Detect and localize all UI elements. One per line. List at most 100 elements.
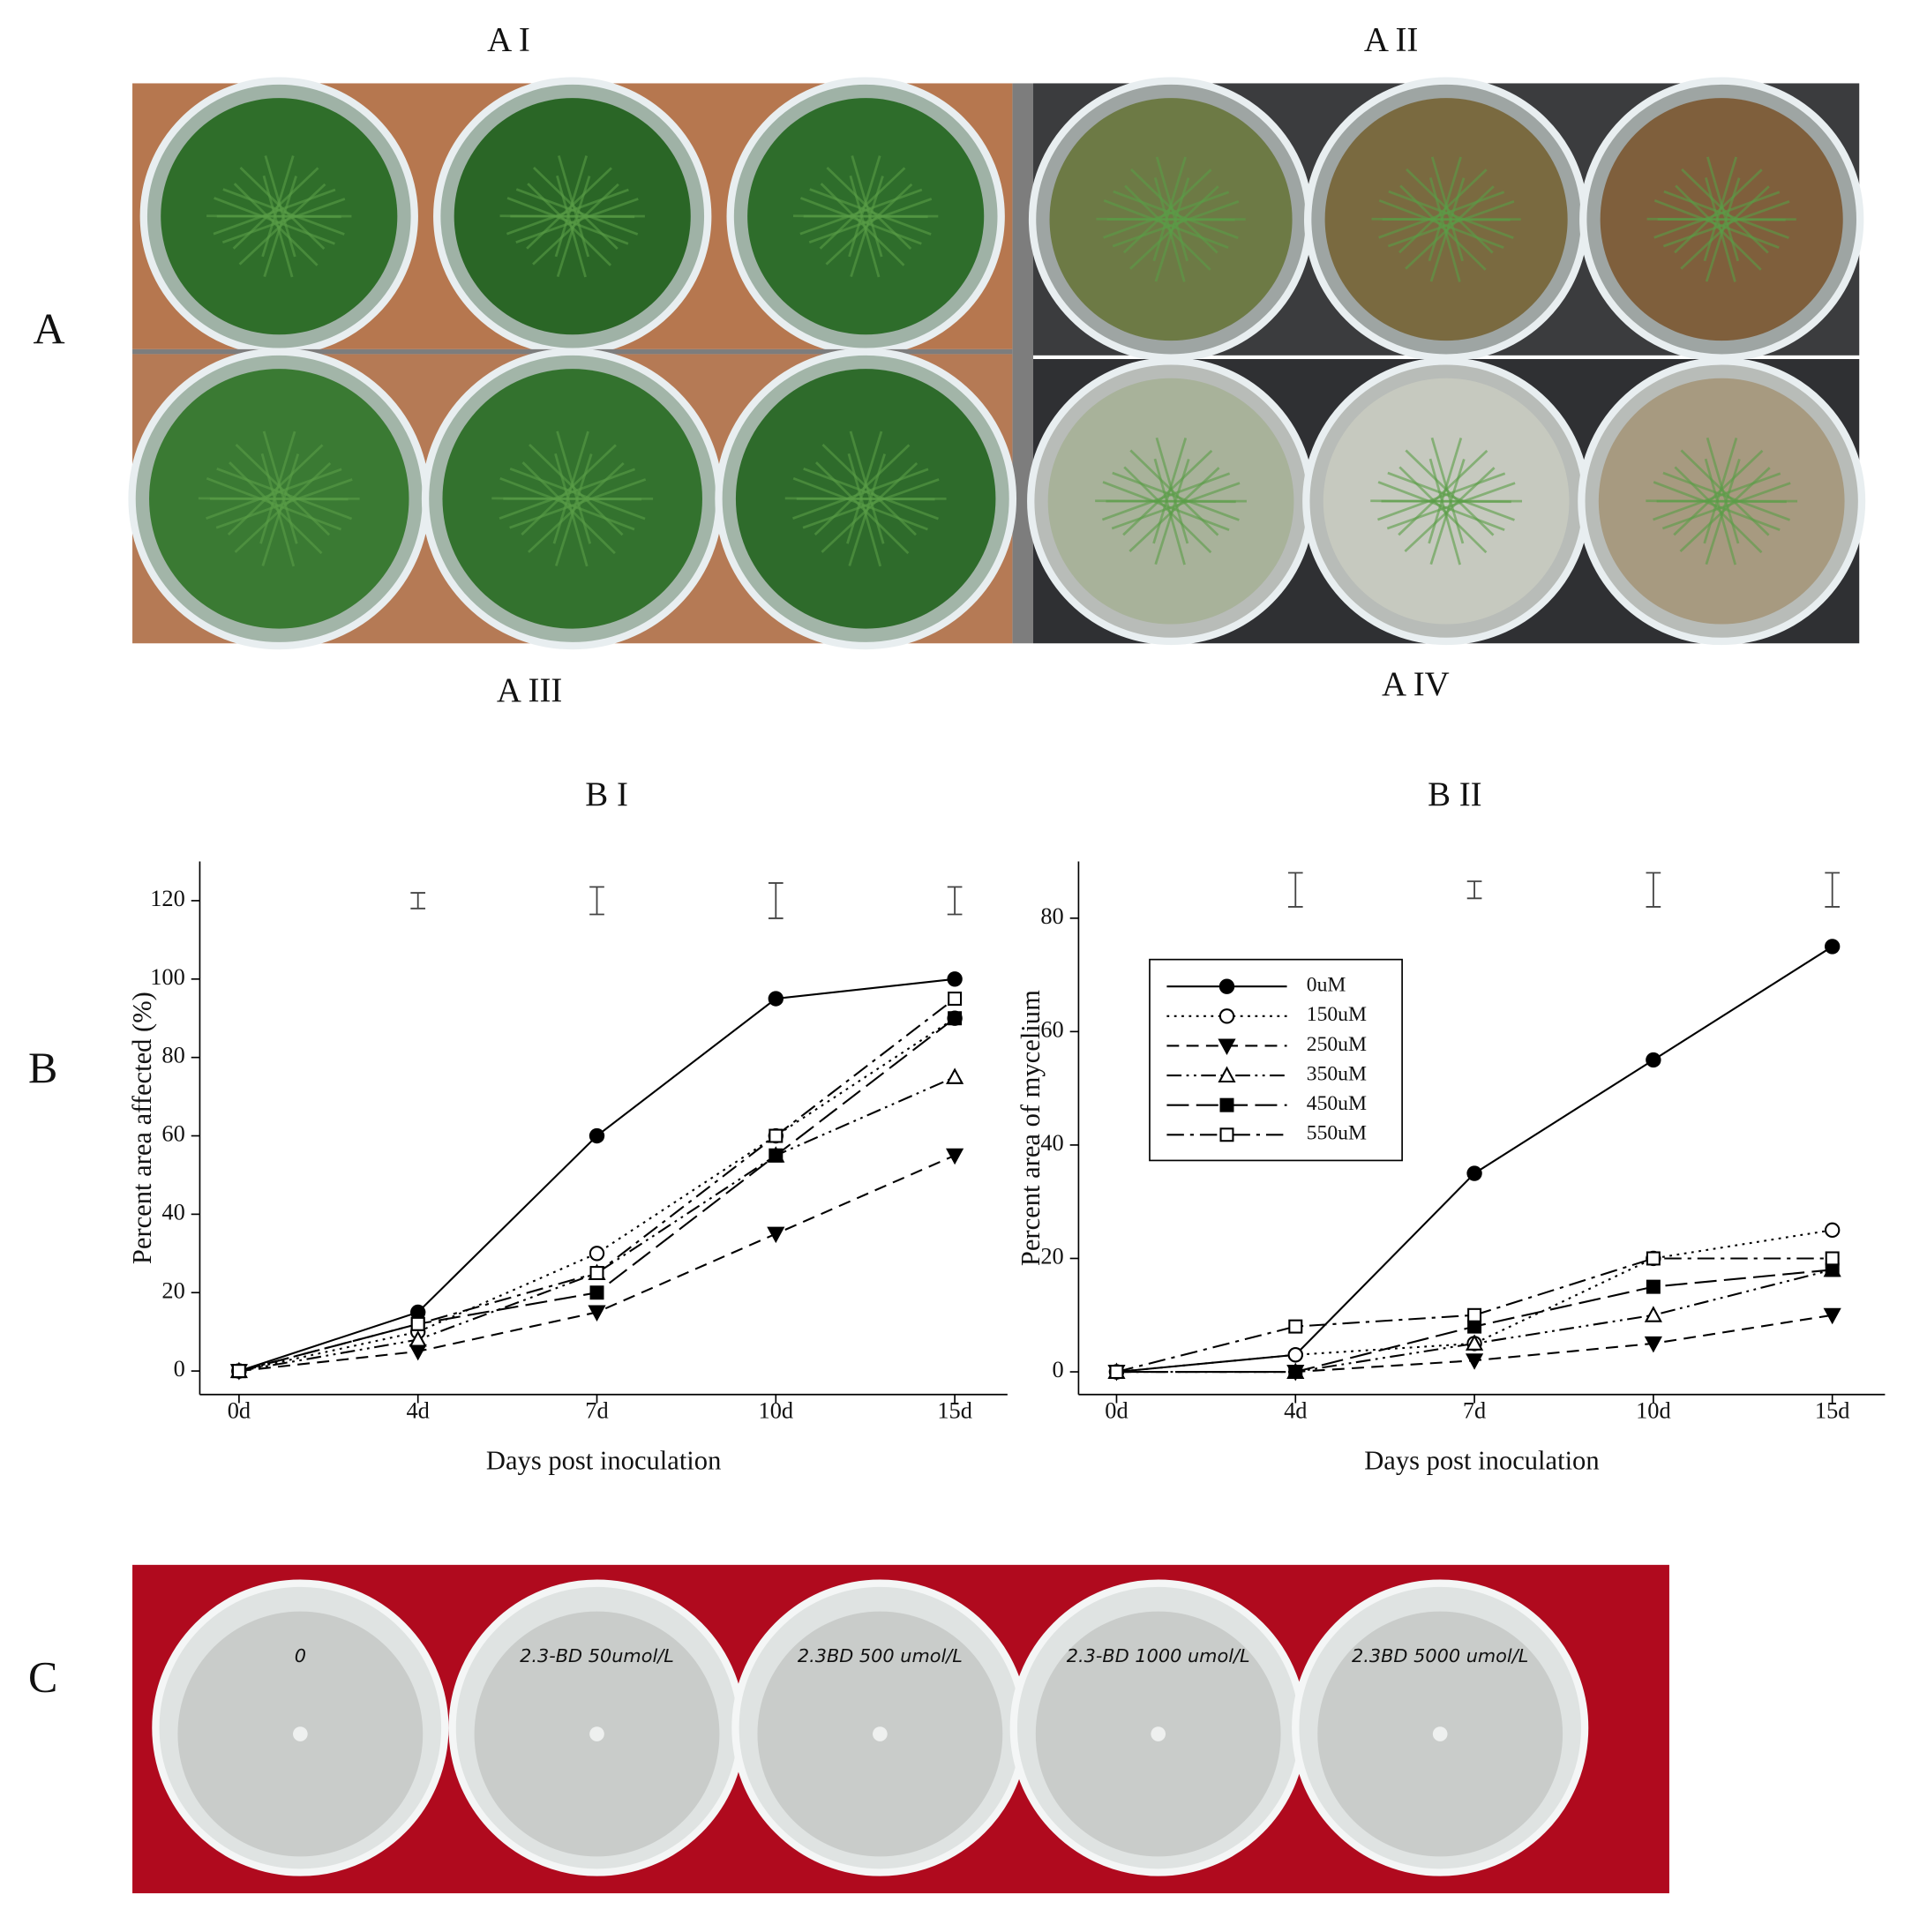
grass-blade bbox=[1405, 185, 1495, 270]
data-point bbox=[769, 1128, 784, 1143]
y-tick-label: 40 bbox=[1040, 1129, 1063, 1156]
panel-label: B bbox=[28, 1043, 57, 1092]
x-tick-label: 7d bbox=[1463, 1397, 1486, 1424]
data-point bbox=[948, 992, 963, 1007]
series-line bbox=[238, 1075, 956, 1373]
plot: 0 20 40 60 80 0d 4d 7d 10d 15d Days post inoculati… bbox=[1016, 861, 1886, 1476]
grass-blade bbox=[238, 183, 326, 266]
y-tick-label: 20 bbox=[1040, 1243, 1063, 1269]
grass-blade bbox=[206, 476, 342, 531]
data-point bbox=[1825, 1251, 1840, 1266]
legend-marker bbox=[1218, 978, 1235, 994]
grass-blade bbox=[1705, 177, 1736, 282]
legend-label: 350uM bbox=[1307, 1062, 1367, 1085]
grass-blade bbox=[515, 198, 639, 244]
y-tick-label: 80 bbox=[161, 1042, 184, 1068]
grass-blade bbox=[215, 478, 353, 529]
grass-blade bbox=[1370, 499, 1511, 504]
grass-blade bbox=[262, 175, 294, 278]
data-point bbox=[1465, 1334, 1484, 1351]
legend-label: 450uM bbox=[1307, 1092, 1367, 1115]
grass-blade bbox=[1674, 168, 1763, 254]
data-point bbox=[589, 1266, 604, 1281]
grass-blade bbox=[1428, 177, 1461, 282]
grass-blade bbox=[1153, 177, 1186, 282]
grass-blade bbox=[214, 197, 335, 245]
grass-blade bbox=[1095, 499, 1236, 504]
dish-label: 2.3BD 5000 umol/L bbox=[1352, 1645, 1528, 1666]
dish-label: 0 bbox=[295, 1645, 306, 1666]
chart-title: B I bbox=[585, 775, 628, 813]
grass-blade bbox=[792, 476, 928, 531]
grass-blade bbox=[1387, 200, 1515, 248]
legend-marker bbox=[1219, 1097, 1234, 1112]
data-point bbox=[589, 1246, 605, 1262]
grass-blade bbox=[1377, 481, 1505, 532]
data-point bbox=[1823, 1307, 1841, 1325]
error-bar bbox=[768, 882, 784, 919]
data-point bbox=[589, 1127, 605, 1144]
x-tick-label: 4d bbox=[407, 1397, 430, 1424]
inoculum bbox=[1151, 1726, 1166, 1741]
grass-blade bbox=[198, 497, 349, 501]
data-point bbox=[1467, 1307, 1482, 1322]
grass-blade bbox=[847, 453, 882, 567]
legend-marker bbox=[1218, 1066, 1236, 1083]
grass-blade bbox=[825, 183, 913, 266]
data-point bbox=[769, 1148, 784, 1163]
series-line bbox=[238, 1017, 956, 1373]
dish-label: 2.3BD 500 umol/L bbox=[798, 1645, 963, 1666]
panel-label: C bbox=[28, 1651, 57, 1701]
x-tick-label: 0d bbox=[228, 1397, 251, 1424]
data-point bbox=[1465, 1353, 1484, 1370]
data-point bbox=[946, 1067, 964, 1084]
data-point bbox=[1467, 1319, 1482, 1334]
grass-blade bbox=[849, 175, 881, 278]
data-point bbox=[1466, 1165, 1482, 1181]
legend-label: 0uM bbox=[1307, 974, 1346, 997]
grass-blade bbox=[1112, 200, 1240, 248]
grass-blade bbox=[206, 214, 341, 219]
grass-blade bbox=[1679, 467, 1771, 553]
y-tick-label: 60 bbox=[1040, 1015, 1063, 1042]
data-point bbox=[410, 1316, 425, 1331]
grass-blade bbox=[491, 497, 642, 501]
grass-blade bbox=[1122, 449, 1213, 536]
data-point bbox=[947, 971, 963, 987]
grass-blade bbox=[1404, 467, 1496, 553]
grass-blade bbox=[509, 478, 647, 529]
x-axis-title: Days post inoculation bbox=[1364, 1446, 1599, 1476]
data-point bbox=[1646, 1251, 1661, 1266]
grass-blade bbox=[1673, 449, 1764, 536]
data-point bbox=[1288, 1365, 1303, 1380]
grass-blade bbox=[1646, 217, 1786, 221]
grass-blade bbox=[1680, 185, 1770, 270]
data-point bbox=[1644, 1306, 1662, 1322]
inoculum bbox=[873, 1726, 888, 1741]
grass-blade bbox=[1378, 198, 1504, 250]
photo-divider bbox=[1012, 83, 1034, 644]
x-tick-label: 10d bbox=[1636, 1397, 1671, 1424]
grass-blade bbox=[799, 197, 922, 245]
plot: 0 20 40 60 80 100 120 0d 4d 7d 10d 15d Days post ino… bbox=[127, 861, 1008, 1476]
legend-marker bbox=[1218, 1008, 1235, 1024]
grass-blade bbox=[499, 214, 635, 219]
photo-title: A I bbox=[487, 21, 530, 59]
grass-blade bbox=[1122, 168, 1212, 254]
grass-blade bbox=[532, 183, 619, 266]
grass-blade bbox=[1398, 449, 1488, 536]
grass-blade bbox=[1653, 481, 1781, 532]
y-tick-label: 100 bbox=[150, 963, 185, 990]
legend-label: 150uM bbox=[1307, 1003, 1367, 1026]
data-point bbox=[1824, 939, 1841, 955]
series-line bbox=[1116, 1229, 1833, 1374]
grass-blade bbox=[521, 444, 617, 535]
error-bar bbox=[1825, 872, 1841, 908]
x-tick-label: 7d bbox=[585, 1397, 608, 1424]
grass-blade bbox=[1661, 482, 1791, 530]
data-point bbox=[1644, 1336, 1662, 1353]
error-bar bbox=[1646, 872, 1661, 908]
data-point bbox=[946, 1148, 964, 1165]
grass-blade bbox=[821, 461, 919, 553]
